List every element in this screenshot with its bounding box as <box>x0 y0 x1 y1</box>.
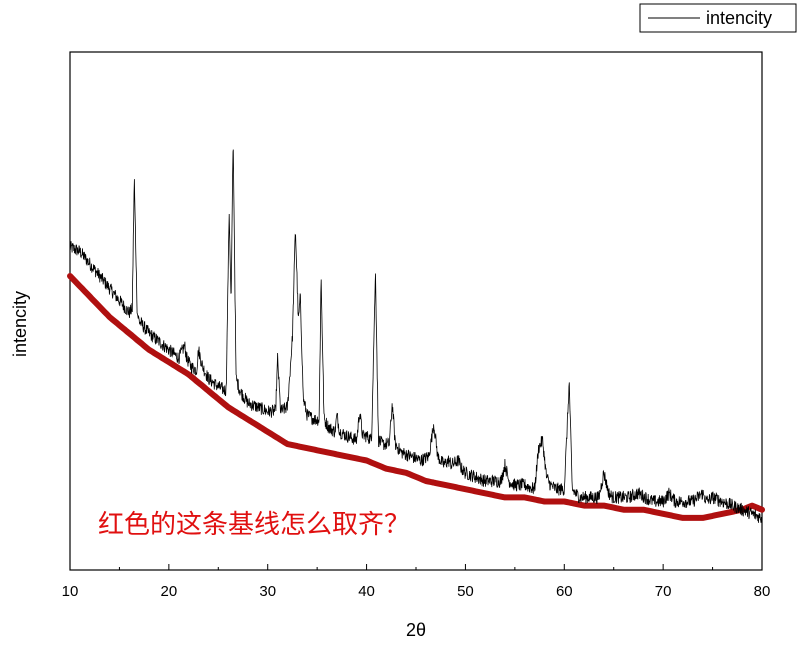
x-tick-label: 20 <box>161 583 178 600</box>
x-axis-title: 2θ <box>406 620 426 640</box>
series-layer <box>67 149 765 523</box>
x-axis: 10 20 30 40 50 60 70 80 <box>62 564 771 600</box>
x-tick-label: 30 <box>259 583 276 600</box>
x-tick-label: 80 <box>754 583 771 600</box>
y-axis-title: intencity <box>10 291 30 357</box>
x-tick-label: 50 <box>457 583 474 600</box>
x-tick-label: 60 <box>556 583 573 600</box>
x-tick-label: 10 <box>62 583 79 600</box>
legend: intencity <box>639 3 797 33</box>
legend-label: intencity <box>706 8 772 28</box>
x-tick-label: 70 <box>655 583 672 600</box>
series-baseline-line <box>67 273 765 521</box>
annotation-text: 红色的这条基线怎么取齐？ <box>98 510 410 540</box>
series-intencity-line <box>69 149 763 523</box>
x-tick-label: 40 <box>358 583 375 600</box>
